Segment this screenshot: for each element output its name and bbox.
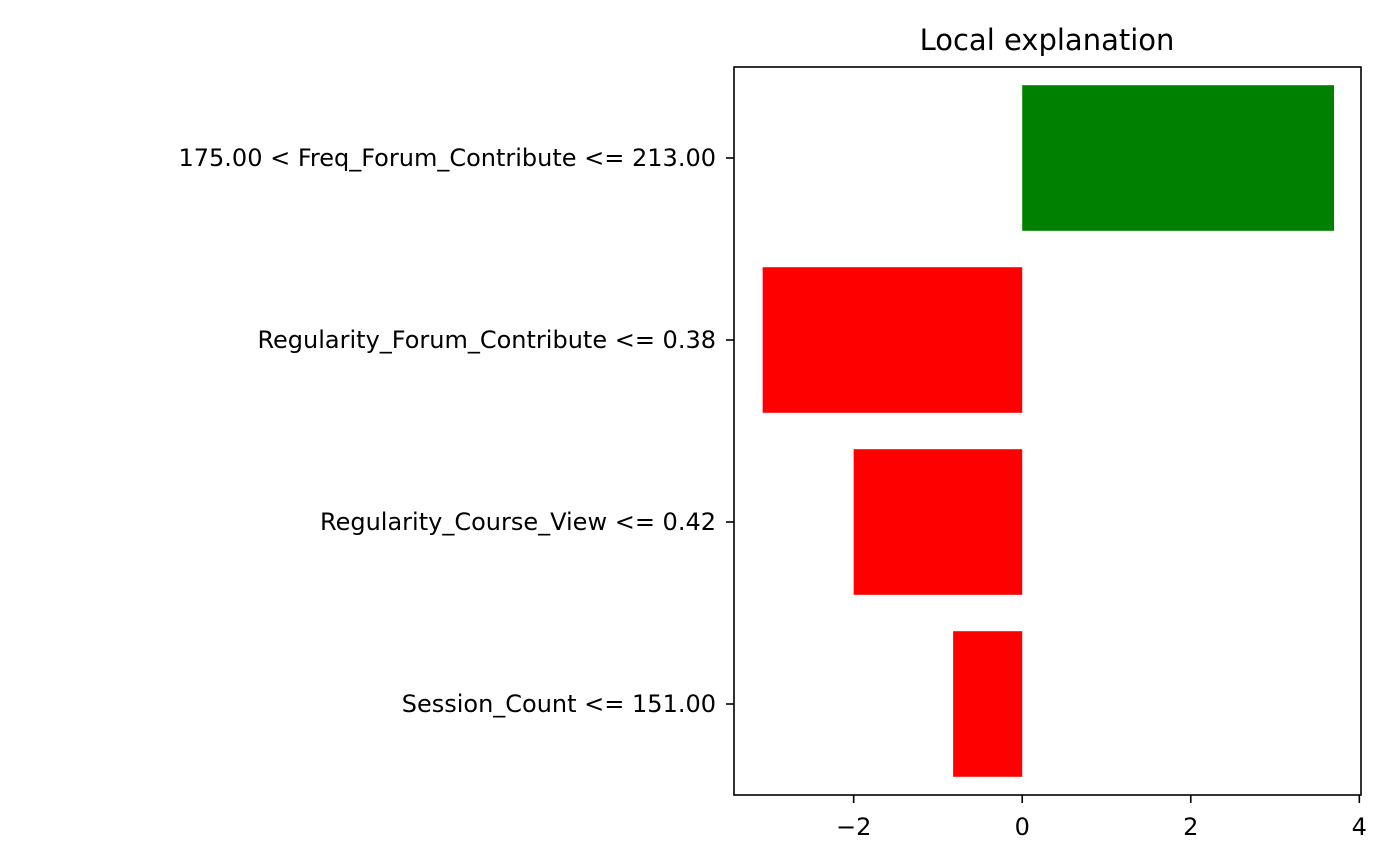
y-tick-label: Session_Count <= 151.00 xyxy=(402,690,716,718)
bars-layer xyxy=(762,85,1335,777)
x-tick-label: 0 xyxy=(1015,813,1030,841)
x-tick-label: −2 xyxy=(836,813,871,841)
y-tick-label: Regularity_Course_View <= 0.42 xyxy=(320,508,716,536)
y-tick-label: Regularity_Forum_Contribute <= 0.38 xyxy=(257,326,716,354)
plot-frame xyxy=(733,66,1362,796)
bar-1 xyxy=(1022,85,1335,231)
chart-title: Local explanation xyxy=(920,23,1175,57)
bar-4 xyxy=(953,631,1023,777)
bar-2 xyxy=(762,267,1023,413)
y-tick-label: 175.00 < Freq_Forum_Contribute <= 213.00 xyxy=(178,144,716,172)
x-tick-label: 2 xyxy=(1183,813,1198,841)
x-tick-label: 4 xyxy=(1352,813,1367,841)
ticks-layer: 175.00 < Freq_Forum_Contribute <= 213.00… xyxy=(178,144,1366,841)
bar-3 xyxy=(853,449,1023,595)
